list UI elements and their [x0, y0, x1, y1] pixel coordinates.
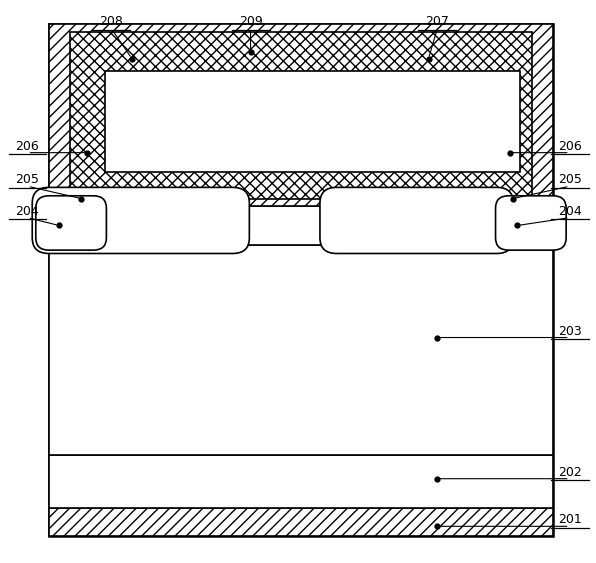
Text: 205: 205 — [15, 173, 39, 186]
Text: 201: 201 — [558, 513, 582, 526]
Text: 202: 202 — [558, 466, 582, 479]
Text: 207: 207 — [426, 15, 449, 28]
Text: 205: 205 — [558, 173, 582, 186]
Text: 206: 206 — [558, 140, 582, 153]
FancyBboxPatch shape — [320, 187, 513, 253]
Text: 206: 206 — [15, 140, 39, 153]
FancyBboxPatch shape — [36, 196, 107, 250]
Text: 204: 204 — [558, 204, 582, 218]
Polygon shape — [49, 206, 553, 245]
Text: 203: 203 — [558, 324, 582, 338]
FancyBboxPatch shape — [32, 187, 249, 253]
Polygon shape — [70, 32, 532, 199]
Text: 209: 209 — [238, 15, 262, 28]
Polygon shape — [49, 245, 553, 455]
Polygon shape — [49, 508, 553, 537]
Polygon shape — [49, 24, 553, 537]
FancyBboxPatch shape — [495, 196, 566, 250]
Polygon shape — [49, 24, 553, 206]
Polygon shape — [105, 72, 520, 172]
Polygon shape — [49, 455, 553, 508]
Text: 204: 204 — [15, 204, 39, 218]
Text: 208: 208 — [99, 15, 123, 28]
